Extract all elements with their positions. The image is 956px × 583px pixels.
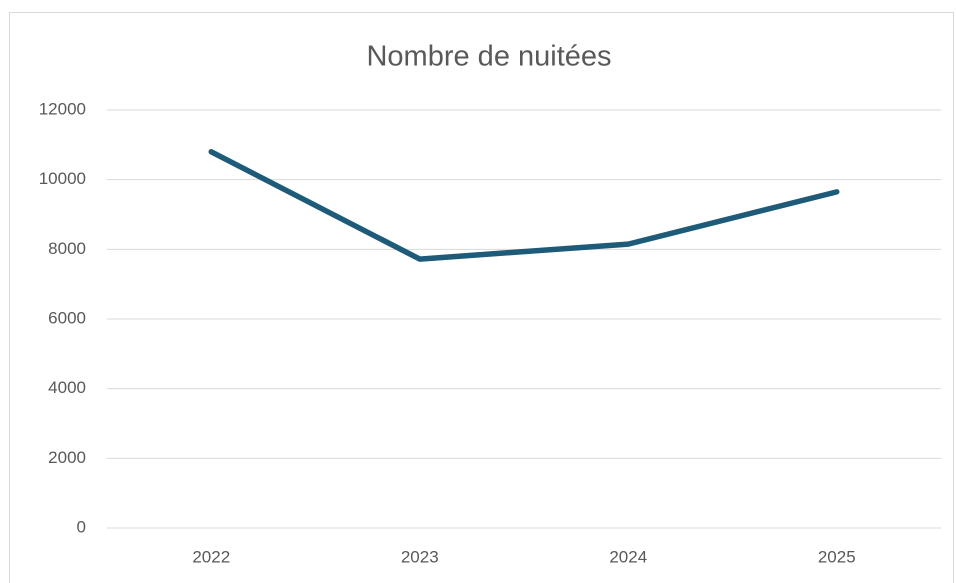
chart-title: Nombre de nuitées	[366, 41, 611, 73]
y-tick-label: 4000	[48, 378, 86, 397]
x-tick-label: 2025	[818, 547, 856, 566]
y-tick-label: 8000	[48, 239, 86, 258]
x-tick-label: 2023	[401, 547, 439, 566]
y-tick-label: 0	[77, 517, 86, 536]
y-tick-label: 10000	[39, 169, 86, 188]
x-tick-label: 2022	[192, 547, 230, 566]
chart-border	[9, 12, 954, 583]
y-tick-label: 2000	[48, 448, 86, 467]
y-tick-label: 6000	[48, 308, 86, 327]
line-series	[208, 149, 840, 262]
x-tick-label: 2024	[609, 547, 647, 566]
y-tick-label: 12000	[39, 99, 86, 118]
